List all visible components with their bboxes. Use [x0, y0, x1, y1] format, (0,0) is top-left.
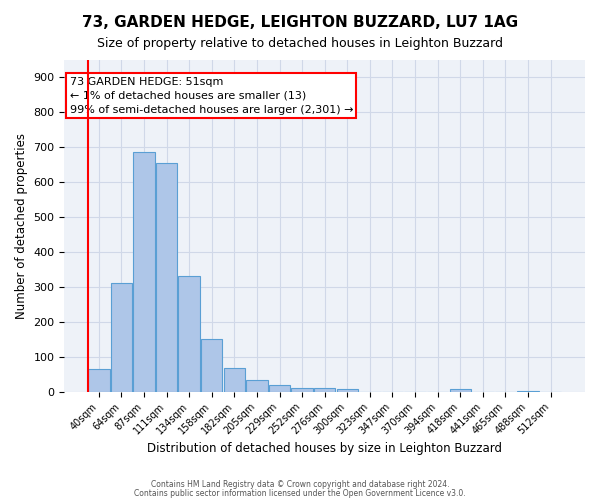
- Bar: [269, 386, 290, 392]
- Text: 73 GARDEN HEDGE: 51sqm
← 1% of detached houses are smaller (13)
99% of semi-deta: 73 GARDEN HEDGE: 51sqm ← 1% of detached …: [70, 76, 353, 114]
- X-axis label: Distribution of detached houses by size in Leighton Buzzard: Distribution of detached houses by size …: [147, 442, 502, 455]
- Bar: [88, 369, 110, 392]
- Text: 73, GARDEN HEDGE, LEIGHTON BUZZARD, LU7 1AG: 73, GARDEN HEDGE, LEIGHTON BUZZARD, LU7 …: [82, 15, 518, 30]
- Text: Size of property relative to detached houses in Leighton Buzzard: Size of property relative to detached ho…: [97, 38, 503, 51]
- Bar: [449, 389, 471, 392]
- Bar: [110, 284, 132, 392]
- Bar: [224, 368, 245, 392]
- Bar: [337, 390, 358, 392]
- Y-axis label: Number of detached properties: Number of detached properties: [15, 133, 28, 319]
- Text: Contains HM Land Registry data © Crown copyright and database right 2024.: Contains HM Land Registry data © Crown c…: [151, 480, 449, 489]
- Bar: [246, 380, 268, 392]
- Bar: [201, 338, 223, 392]
- Bar: [314, 388, 335, 392]
- Bar: [178, 276, 200, 392]
- Text: Contains public sector information licensed under the Open Government Licence v3: Contains public sector information licen…: [134, 489, 466, 498]
- Bar: [133, 152, 155, 392]
- Bar: [292, 388, 313, 392]
- Bar: [156, 164, 177, 392]
